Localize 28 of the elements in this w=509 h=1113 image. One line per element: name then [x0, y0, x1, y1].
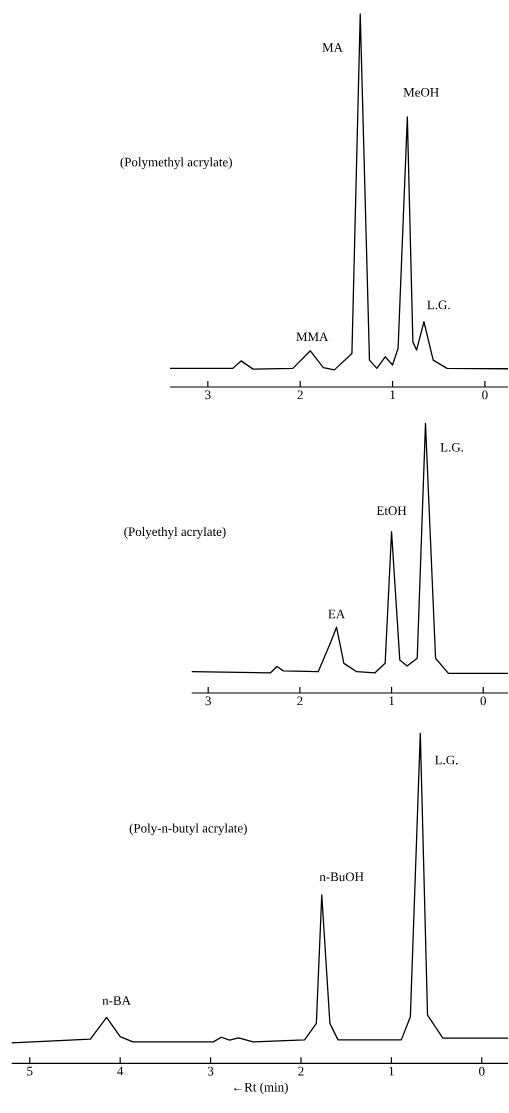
- x-tick-label: 1: [389, 1066, 395, 1076]
- annotation: MMA: [296, 332, 329, 341]
- x-tick-label: 3: [208, 1066, 214, 1076]
- annotation: EA: [328, 609, 346, 619]
- x-tick-label: 1: [390, 390, 396, 400]
- annotation: L.G.: [440, 442, 464, 452]
- x-tick-label: 2: [297, 696, 303, 706]
- x-tick-label: 2: [297, 390, 303, 400]
- annotation: L.G.: [427, 300, 450, 310]
- text: (Polymethyl acrylate): [120, 157, 233, 170]
- text: (Poly-n-butyl acrylate): [129, 823, 248, 836]
- annotation: MeOH: [403, 87, 439, 97]
- x-tick-label: 2: [298, 1066, 304, 1076]
- annotation: L.G.: [435, 755, 458, 765]
- x-tick-label: 4: [117, 1066, 124, 1076]
- x-axis-title: ←Rt (min): [234, 1082, 289, 1095]
- x-tick-label: 0: [482, 390, 488, 400]
- annotation: MA: [322, 43, 344, 52]
- text: (Polyethyl acrylate): [124, 526, 226, 539]
- x-tick-label: 0: [479, 1066, 485, 1076]
- x-tick-label: 3: [205, 390, 211, 400]
- x-tick-label: 5: [27, 1066, 33, 1076]
- x-tick-label: 3: [205, 696, 212, 706]
- annotation: n-BA: [102, 996, 132, 1005]
- x-tick-label: 1: [389, 696, 395, 706]
- annotation: EtOH: [377, 506, 407, 516]
- annotation: n-BuOH: [319, 872, 364, 882]
- x-tick-label: 0: [480, 696, 487, 706]
